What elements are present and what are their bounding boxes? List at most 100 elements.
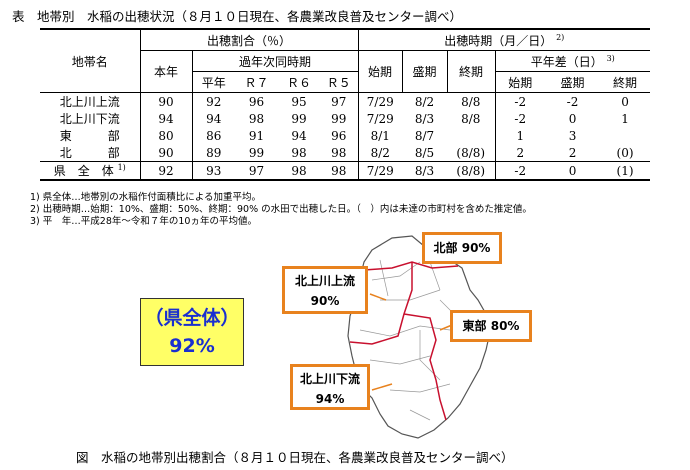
footnote: 2) 出穂時期…始期：10%、盛期：50%、終期：90% の水田で出穂した日。（… <box>30 204 532 215</box>
heading-table: 地帯名 出穂割合（％） 出穂時期（月／日） 2) 本年 過年次同時期 始期 盛期… <box>40 28 651 181</box>
region-callout: 北上川上流 90% <box>282 266 368 314</box>
header-text: 出穂時期（月／日） <box>444 33 553 48</box>
value-cell: (8/8) <box>456 145 486 160</box>
value-cell: (0) <box>616 145 634 160</box>
footnote: 3) 平 年…平成28年～令和７年の10ヵ年の平均値。 <box>30 216 257 227</box>
overall-label: （県全体） <box>144 307 240 329</box>
table-row: 北 部 90 89 99 98 98 8/2 8/5 (8/8) 2 2 (0) <box>40 144 650 162</box>
total-label: 県 全 体 <box>53 164 114 178</box>
value-cell: 90 <box>139 92 192 110</box>
footnotes: 1) 県全体…地帯別の水稲作付面積比による加重平均。 2) 出穂時期…始期：10%… <box>30 192 532 228</box>
value-cell: 98 <box>331 163 347 178</box>
figure-caption: 図 水稲の地帯別出穂割合（８月１０日現在、各農業改良普及センター調べ） <box>76 450 514 465</box>
note-mark: 2) <box>556 32 565 42</box>
value-cell: 94 <box>191 110 235 127</box>
header-cell: 地帯名 <box>40 28 140 93</box>
value-cell: 94 <box>139 110 192 127</box>
value-cell: 8/1 <box>357 127 403 144</box>
header-text: 出穂割合（％） <box>207 33 292 48</box>
value-cell: 99 <box>291 111 307 126</box>
value-cell: 80 <box>139 127 192 144</box>
value-cell: 97 <box>331 94 347 109</box>
value-cell: 98 <box>291 145 307 160</box>
value-cell: 89 <box>191 144 235 162</box>
header-cell: Ｒ６ <box>278 71 320 93</box>
region-cell: 北上川上流 <box>59 95 120 109</box>
value-cell: 8/2 <box>414 94 435 109</box>
table-row: 東 部 80 86 91 94 96 8/1 8/7 1 3 <box>40 127 650 144</box>
value-cell: -2 <box>494 161 546 180</box>
value-cell: 0 <box>568 163 577 178</box>
region-cell: 県 全 体 1) <box>40 162 140 181</box>
value-cell: 92 <box>139 161 192 180</box>
header-cell: 盛期 <box>545 71 601 93</box>
header-cell: 平年差（日） 3) <box>494 50 651 72</box>
value-cell: 0 <box>621 94 629 109</box>
district-borders <box>349 261 459 421</box>
value-cell: 94 <box>291 128 307 143</box>
value-cell: 96 <box>248 94 265 109</box>
table-title: 表 地帯別 水稲の出穂状況（８月１０日現在、各農業改良普及センター調べ） <box>12 9 463 24</box>
value-cell: 86 <box>191 127 235 144</box>
value-cell: 8/3 <box>414 163 435 178</box>
value-cell: 93 <box>191 161 235 180</box>
header-cell: 過年次同時期 <box>191 50 359 72</box>
value-cell: -2 <box>494 92 546 110</box>
value-cell: 99 <box>331 111 347 126</box>
region-callout: 北上川下流 94% <box>290 364 370 410</box>
header-cell: 平年 <box>191 71 235 93</box>
value-cell: 1 <box>621 111 629 126</box>
value-cell: 98 <box>331 145 347 160</box>
callout-value: 90% <box>461 241 491 255</box>
header-cell: 終期 <box>600 71 651 93</box>
callout-value: 80% <box>490 319 520 333</box>
header-cell: 始期 <box>494 71 546 93</box>
value-cell: 8/2 <box>357 144 403 162</box>
header-cell: 始期 <box>357 50 403 93</box>
value-cell: 2 <box>568 145 577 160</box>
value-cell: 3 <box>568 128 577 143</box>
value-cell: 0 <box>568 111 577 126</box>
overall-box: （県全体） 92% <box>140 298 244 366</box>
value-cell: 7/29 <box>357 161 403 180</box>
note-mark: 3) <box>606 53 615 63</box>
header-cell: 出穂時期（月／日） 2) <box>357 28 651 51</box>
callout-value: 90% <box>310 294 340 308</box>
value-cell: (1) <box>616 163 634 178</box>
value-cell: -2 <box>494 110 546 127</box>
region-cell: 北上川下流 <box>59 112 120 126</box>
region-callout: 東部 80% <box>450 310 532 342</box>
value-cell: 8/3 <box>414 111 435 126</box>
header-cell: Ｒ５ <box>320 71 359 93</box>
header-text: 平年差（日） <box>530 54 603 69</box>
region-cell: 東 部 <box>59 129 120 143</box>
value-cell: 96 <box>331 128 347 143</box>
value-cell: 8/7 <box>414 128 435 143</box>
value-cell: 92 <box>191 92 235 110</box>
note-mark: 1) <box>117 163 126 172</box>
table-row: 北上川上流 90 92 96 95 97 7/29 8/2 8/8 -2 -2 0 <box>40 92 650 110</box>
value-cell: 1 <box>494 127 546 144</box>
value-cell: (8/8) <box>456 163 486 178</box>
region-callout: 北部 90% <box>422 232 502 264</box>
value-cell: 8/5 <box>414 145 435 160</box>
header-cell: 終期 <box>446 50 496 93</box>
region-cell: 北 部 <box>59 146 120 160</box>
value-cell: 7/29 <box>357 92 403 110</box>
value-cell: 99 <box>248 145 265 160</box>
value-cell: 8/8 <box>461 111 481 126</box>
callout-label: 北上川上流 <box>294 274 355 288</box>
value-cell: 95 <box>291 94 307 109</box>
callout-label: 東部 <box>462 319 487 333</box>
footnote: 1) 県全体…地帯別の水稲作付面積比による加重平均。 <box>30 192 261 203</box>
value-cell: 97 <box>248 163 265 178</box>
callout-label: 北部 <box>433 241 458 255</box>
header-cell: 盛期 <box>401 50 448 93</box>
value-cell: 91 <box>248 128 265 143</box>
value-cell: 7/29 <box>357 110 403 127</box>
value-cell: 2 <box>494 144 546 162</box>
total-row: 県 全 体 1) 92 93 97 98 98 7/29 8/3 (8/8) -2 0 (1) <box>40 161 651 181</box>
value-cell: 98 <box>248 111 265 126</box>
